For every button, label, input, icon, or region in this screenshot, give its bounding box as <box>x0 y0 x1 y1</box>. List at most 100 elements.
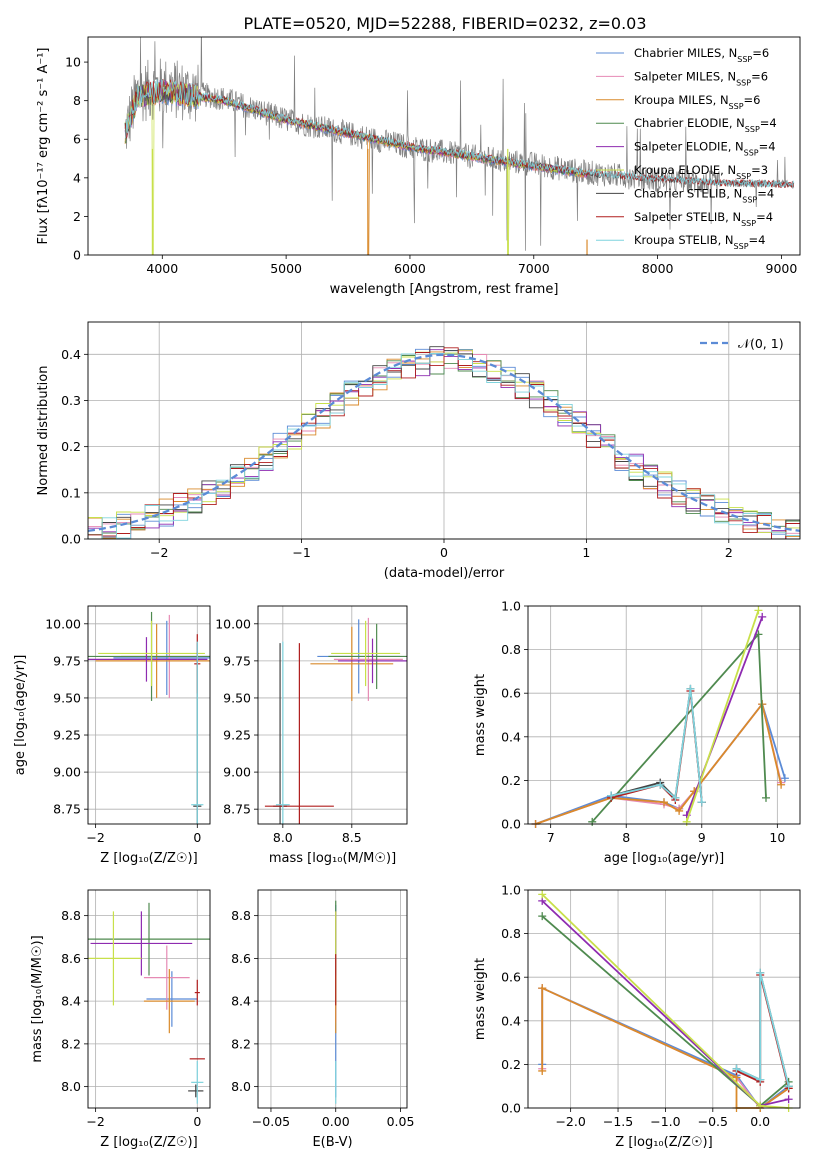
y-axis-label: Flux [fλ10⁻¹⁷ erg cm⁻² s⁻¹ A⁻¹] <box>36 48 51 245</box>
y-tick-label: 9.50 <box>53 690 81 705</box>
series-point <box>682 817 691 826</box>
series-point <box>784 1095 793 1104</box>
spectrum-data-group <box>124 37 795 255</box>
axes-frame <box>257 605 408 825</box>
x-tick-label: −1.5 <box>603 1114 633 1129</box>
series-point <box>756 1101 765 1110</box>
x-tick-label: 7000 <box>518 261 550 276</box>
axes-frame <box>87 889 211 1109</box>
legend-label: 𝒩(0, 1) <box>738 336 784 351</box>
x-tick-label: −0.5 <box>698 1114 728 1129</box>
series-point <box>732 1064 741 1073</box>
series-point <box>660 798 668 807</box>
y-tick-label: 9.00 <box>223 765 251 780</box>
x-axis-label: wavelength [Angstrom, rest frame] <box>330 282 559 297</box>
legend-label: Salpeter STELIB, NSSP=4 <box>634 210 773 228</box>
legend-label: Salpeter ELODIE, NSSP=4 <box>634 140 776 158</box>
histogram-group <box>88 346 800 539</box>
series-point <box>780 774 789 783</box>
y-tick-label: 1.0 <box>501 883 521 898</box>
y-tick-label: 0 <box>73 248 81 263</box>
errorbar-group <box>88 902 210 1104</box>
x-tick-label: 9 <box>698 830 706 845</box>
y-tick-label: 9.25 <box>53 728 81 743</box>
y-tick-label: 0.3 <box>61 393 81 408</box>
y-tick-label: 0.1 <box>61 485 81 500</box>
y-tick-label: 0.4 <box>501 1013 521 1028</box>
y-tick-label: 0.2 <box>61 439 81 454</box>
series-point <box>686 684 695 693</box>
x-tick-label: 10 <box>769 830 785 845</box>
series-point <box>777 780 786 789</box>
weight-vs-age-panel: 7 8 9 10 0.0 0.2 0.4 0.6 0.8 1.0 age [log₁₀(age/yr… <box>473 599 801 866</box>
y-tick-label: 8.8 <box>61 908 81 923</box>
series-point <box>538 890 547 899</box>
legend-label: Salpeter MILES, NSSP=6 <box>634 69 768 87</box>
x-axis-label: E(B-V) <box>312 1135 352 1150</box>
legend-label: Kroupa ELODIE, NSSP=3 <box>634 163 768 181</box>
y-tick-label: 1.0 <box>501 599 521 614</box>
legend-label: Chabrier MILES, NSSP=6 <box>634 46 769 64</box>
series-point <box>756 1075 765 1084</box>
x-tick-label: 0 <box>193 1114 201 1129</box>
series-point <box>656 780 665 789</box>
y-tick-label: 9.25 <box>223 728 251 743</box>
y-axis-label: Normed distribution <box>36 366 51 496</box>
y-tick-label: 8.2 <box>231 1036 251 1051</box>
mass-vs-ebv-panel: −0.05 0.00 0.05 8.0 8.2 8.4 8.6 8.8 E(B-V) <box>231 889 414 1150</box>
x-axis-label: mass [log₁₀(M/M☉)] <box>269 851 396 866</box>
x-axis-label: (data-model)/error <box>384 566 505 581</box>
y-tick-label: 0.0 <box>501 817 521 832</box>
y-axis-label: mass weight <box>473 674 488 756</box>
errorbar-group <box>88 611 210 824</box>
y-tick-label: 0.8 <box>501 642 521 657</box>
series-group <box>531 606 789 828</box>
y-tick-label: 9.75 <box>53 653 81 668</box>
y-tick-label: 8.4 <box>61 994 81 1009</box>
residuals-panel: −2 −1 0 1 2 0.0 0.1 0.2 0.3 0.4 (data-model)/error… <box>36 321 801 581</box>
axes-frame <box>527 889 801 1109</box>
x-tick-label: 8000 <box>642 261 674 276</box>
x-tick-label: 5000 <box>270 261 302 276</box>
y-tick-label: 8.2 <box>61 1036 81 1051</box>
y-axis-label: age [log₁₀(age/yr)] <box>13 655 28 776</box>
series-point <box>754 606 763 615</box>
spectrum-panel: 4000 5000 6000 7000 8000 9000 0 2 4 6 8 10 wavelengt… <box>36 36 801 297</box>
y-tick-label: 10.00 <box>215 616 251 631</box>
x-axis-label: Z [log₁₀(Z/Z☉)] <box>100 1135 197 1150</box>
y-axis-label: mass weight <box>473 958 488 1040</box>
x-tick-label: 2 <box>725 545 733 560</box>
panels: 4000 5000 6000 7000 8000 90000246810wavelengt… <box>13 36 801 1150</box>
x-tick-label: 8.0 <box>273 830 293 845</box>
y-tick-label: 8.6 <box>231 951 251 966</box>
y-tick-label: 8 <box>73 93 81 108</box>
figure-title: PLATE=0520, MJD=52288, FIBERID=0232, z=0… <box>243 14 646 33</box>
series-point <box>758 612 767 621</box>
model-spectrum-line <box>124 79 795 188</box>
y-tick-label: 4 <box>73 170 81 185</box>
y-tick-label: 8.4 <box>231 994 251 1009</box>
legend-label: Kroupa MILES, NSSP=6 <box>634 93 760 111</box>
y-tick-label: 2 <box>73 209 81 224</box>
series-point <box>756 968 765 977</box>
x-tick-label: 0 <box>193 830 201 845</box>
x-tick-label: 0.0 <box>750 1114 770 1129</box>
observed-spectrum-line <box>124 37 795 251</box>
x-tick-label: −0.05 <box>252 1114 290 1129</box>
series-point <box>607 791 616 800</box>
series-point <box>538 912 547 921</box>
y-tick-label: 0.6 <box>501 686 521 701</box>
y-tick-label: 0.4 <box>501 729 521 744</box>
y-tick-label: 0.2 <box>501 773 521 788</box>
y-tick-label: 10 <box>65 55 81 70</box>
legend-label: Chabrier STELIB, NSSP=4 <box>634 186 774 204</box>
x-tick-label: −1 <box>292 545 310 560</box>
y-tick-label: 0.4 <box>61 347 81 362</box>
x-axis-label: age [log₁₀(age/yr)] <box>604 851 725 866</box>
y-tick-label: 0.8 <box>501 926 521 941</box>
series-point <box>762 793 770 802</box>
series-point <box>538 984 547 993</box>
x-tick-label: 0 <box>440 545 448 560</box>
